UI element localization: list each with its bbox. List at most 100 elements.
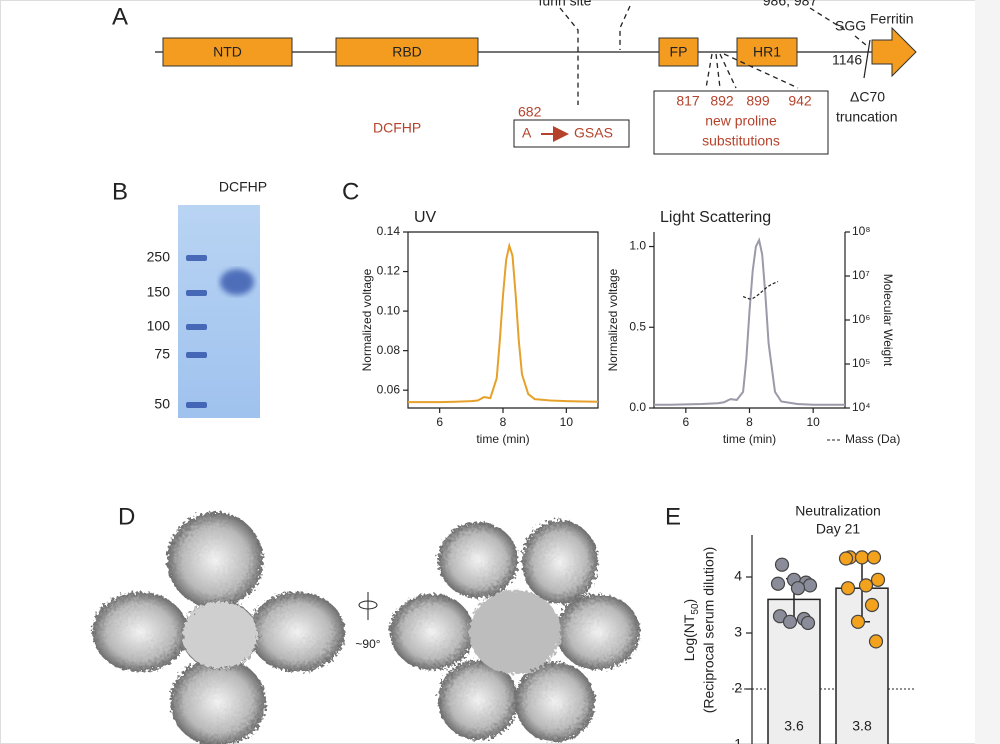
data-point (770, 576, 786, 591)
data-point (800, 615, 816, 631)
delta-label: ΔC70 (850, 89, 885, 105)
x-tick-label: 10 (806, 415, 820, 429)
y-axis-label-2: (Reciprocal serum dilution) (701, 547, 717, 714)
x-tick-label: 6 (682, 415, 689, 429)
proline-number: 942 (788, 93, 812, 109)
furin-label: furin site (539, 0, 592, 9)
y2-tick-label: 10⁵ (852, 356, 870, 370)
y-tick-label: 0.10 (377, 303, 401, 317)
gel (178, 205, 260, 418)
x-axis-label: time (min) (723, 432, 776, 446)
domain-label: HR1 (753, 44, 781, 60)
y-tick-label: 2 (734, 680, 742, 696)
domain-label: FP (670, 44, 688, 60)
data-point (790, 581, 806, 596)
proline-line1: new proline (705, 113, 777, 129)
y-tick-label: 1.0 (629, 239, 646, 253)
y-tick-label: 0.5 (629, 319, 646, 333)
panel-label: A (112, 3, 128, 30)
y2-tick-label: 10⁶ (852, 312, 870, 326)
domain-label: RBD (392, 44, 422, 60)
sample-band (220, 269, 254, 295)
y-tick-label: 0.12 (377, 264, 401, 278)
x-tick-label: 10 (560, 415, 574, 429)
panel-label: D (118, 503, 135, 530)
ladder-band (186, 352, 207, 358)
chart-subtitle: Day 21 (816, 521, 861, 537)
chart-title: UV (414, 209, 437, 226)
y-tick-label: 0.0 (629, 400, 646, 414)
data-point (838, 551, 854, 566)
data-point (782, 614, 798, 629)
legend-label: Mass (Da) (845, 432, 900, 446)
ferritin-arrow (871, 26, 917, 78)
n682: 682 (518, 104, 542, 120)
y2-tick-label: 10⁴ (852, 400, 871, 414)
proline-box (653, 90, 829, 155)
panel-label: E (665, 503, 681, 530)
domain-label: NTD (213, 44, 242, 60)
y2-tick-label: 10⁸ (852, 224, 870, 238)
ladder-label: 75 (154, 346, 170, 362)
value-label: 3.6 (784, 718, 804, 734)
sgg-label: SGG (835, 18, 866, 34)
data-point (870, 572, 886, 587)
rotation-label: ~90° (355, 637, 380, 651)
ladder-label: 150 (147, 284, 171, 300)
ladder-band (186, 324, 207, 330)
site-986-label: 986, 987 (763, 0, 818, 9)
data-point (850, 614, 866, 629)
proline-line2: substitutions (702, 133, 780, 149)
chart-title: Light Scattering (660, 209, 771, 226)
y-tick-label: 1 (734, 736, 742, 744)
data-point (774, 557, 790, 572)
domain-box (335, 37, 479, 67)
y-tick-label: 0.14 (377, 224, 401, 238)
panel-label: C (342, 178, 359, 205)
site-986-line (809, 7, 846, 31)
ls-chart: Light Scattering time (min) Normalized vol… (606, 209, 900, 446)
cryo-em-right (390, 520, 640, 742)
y-label-part: ) (681, 599, 697, 604)
x-tick-label: 8 (500, 415, 507, 429)
y2-tick-label: 10⁷ (852, 268, 870, 282)
y-tick-label: 4 (734, 568, 742, 584)
ladder-label: 50 (154, 396, 170, 412)
data-point (858, 578, 874, 593)
chart-title: Neutralization (795, 503, 881, 519)
data-point (864, 597, 880, 613)
ladder-band (186, 290, 207, 296)
ferritin-label: Ferritin (870, 11, 914, 27)
proline-number: 817 (676, 93, 700, 109)
cryo-em-left (92, 512, 345, 744)
uv-chart: UV time (min) Normalized voltage 6 8 10 0.06 0.… (360, 209, 599, 446)
data-point (868, 634, 884, 649)
data-line (654, 237, 845, 406)
ladder-band (186, 255, 207, 261)
proline-numbers: 817 892 899 942 (676, 93, 812, 109)
data-line (408, 242, 599, 404)
domains: NTD RBD FP HR1 (162, 37, 798, 67)
ladder: 250 150 100 75 50 (147, 249, 207, 412)
data-point (854, 550, 870, 565)
sgg-line (854, 35, 867, 46)
y-axis-label: Normalized voltage (360, 268, 374, 371)
lane-label: DCFHP (219, 179, 267, 195)
margin (975, 0, 1000, 744)
truncation-line (863, 39, 871, 79)
n1146-label: 1146 (832, 52, 862, 68)
y-tick-label: 3 (734, 624, 742, 640)
site-line (619, 5, 631, 50)
mutation-box (513, 119, 630, 148)
proline-number: 892 (710, 93, 734, 109)
domain-box (162, 37, 293, 67)
x-tick-label: 6 (436, 415, 443, 429)
x-axis-label: time (min) (476, 432, 529, 446)
y2-axis-label: Molecular Weight (881, 274, 895, 367)
ladder-label: 250 (147, 249, 171, 265)
furin-line (559, 7, 579, 105)
value-label: 3.8 (852, 718, 872, 734)
x-tick-label: 8 (746, 415, 753, 429)
construct-label: DCFHP (373, 120, 421, 136)
